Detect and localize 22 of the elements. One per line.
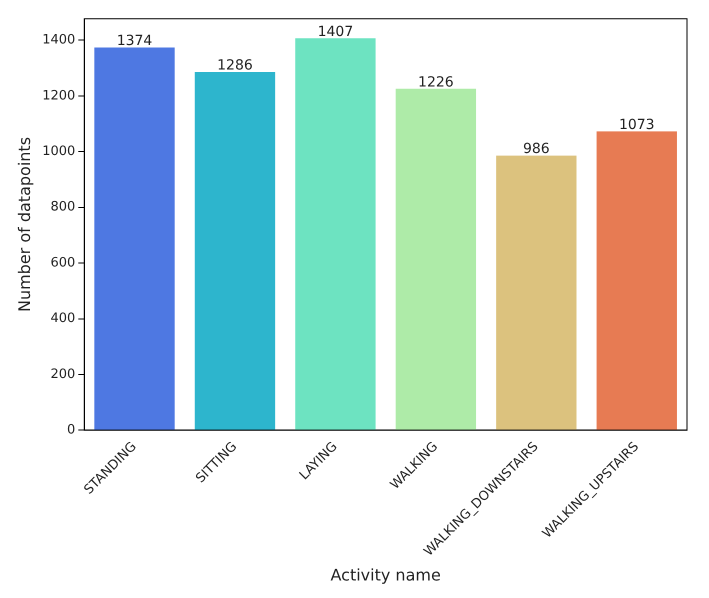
x-axis-title: Activity name — [330, 566, 441, 585]
y-tick-label: 200 — [50, 366, 76, 382]
data-label: 986 — [522, 141, 550, 158]
bar — [396, 88, 476, 430]
y-axis-title: Number of datapoints — [14, 136, 34, 312]
data-label: 1407 — [318, 24, 354, 40]
y-tick-label: 600 — [50, 255, 76, 270]
data-label: 1286 — [217, 58, 253, 74]
bar — [496, 156, 576, 430]
bar — [194, 72, 276, 430]
y-tick-label: 800 — [50, 200, 76, 215]
bar — [295, 38, 376, 430]
y-tick-label: 1000 — [42, 144, 76, 160]
bar — [94, 47, 175, 430]
bar — [596, 131, 677, 430]
y-tick-label: 1200 — [42, 88, 76, 104]
data-label: 1073 — [618, 116, 655, 133]
y-tick-label: 400 — [50, 311, 76, 326]
data-label: 1374 — [116, 33, 152, 50]
y-tick-label: 1400 — [42, 32, 76, 48]
data-label: 1226 — [418, 74, 454, 90]
y-tick-label: 0 — [67, 422, 76, 438]
